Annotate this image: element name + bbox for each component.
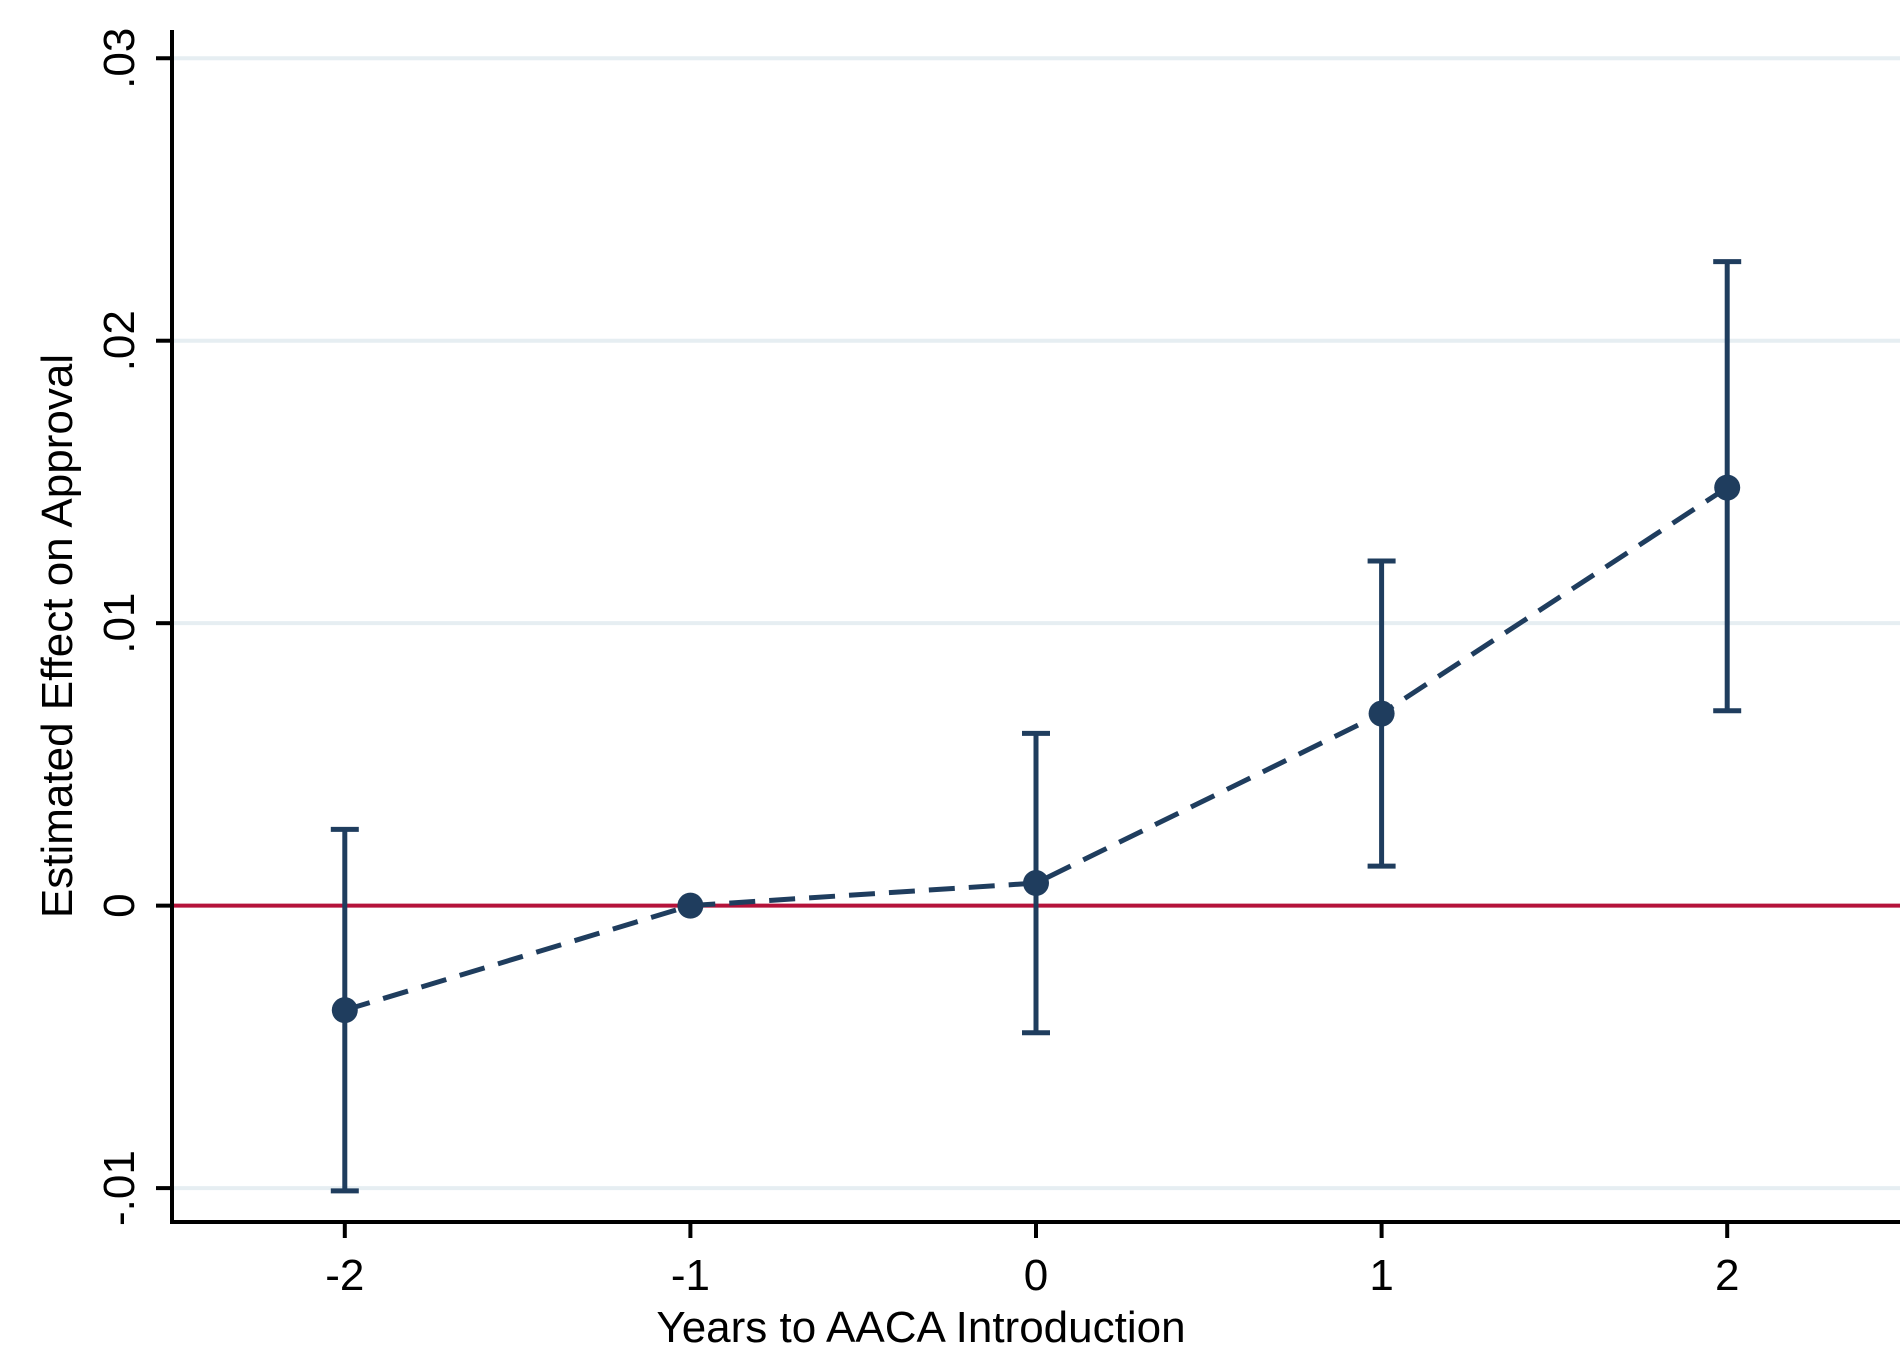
y-tick-label-0: -.01 [95,1150,144,1226]
data-point-0-2 [1023,870,1049,897]
series-line-0 [344,485,1729,1013]
x-tick-label-3: 1 [1369,1251,1393,1300]
data-point-0-1 [677,892,704,919]
y-axis-title: Estimated Effect on Approval [33,354,82,918]
data-point-0-0 [331,997,358,1024]
y-axis-ticks: -.01 0 .01 .02 .03 [95,28,172,1226]
confidence-intervals [330,259,1742,1194]
x-tick-label-2: 0 [1024,1251,1048,1300]
y-tick-label-1: 0 [95,893,144,917]
x-tick-label-1: -1 [671,1251,710,1300]
y-tick-label-2: .01 [95,593,144,654]
data-points [331,474,1741,1024]
x-tick-label-0: -2 [325,1251,364,1300]
series-lines [344,485,1729,1013]
x-axis-ticks: -2 -1 0 1 2 [325,1222,1739,1300]
data-point-0-4 [1714,474,1741,501]
x-tick-label-4: 2 [1715,1251,1739,1300]
data-point-0-3 [1368,700,1395,727]
y-tick-label-4: .03 [95,28,144,89]
y-tick-label-3: .02 [95,310,144,371]
x-axis-title: Years to AACA Introduction [656,1303,1185,1352]
gridlines [172,56,1900,1191]
axes [170,30,1900,1224]
